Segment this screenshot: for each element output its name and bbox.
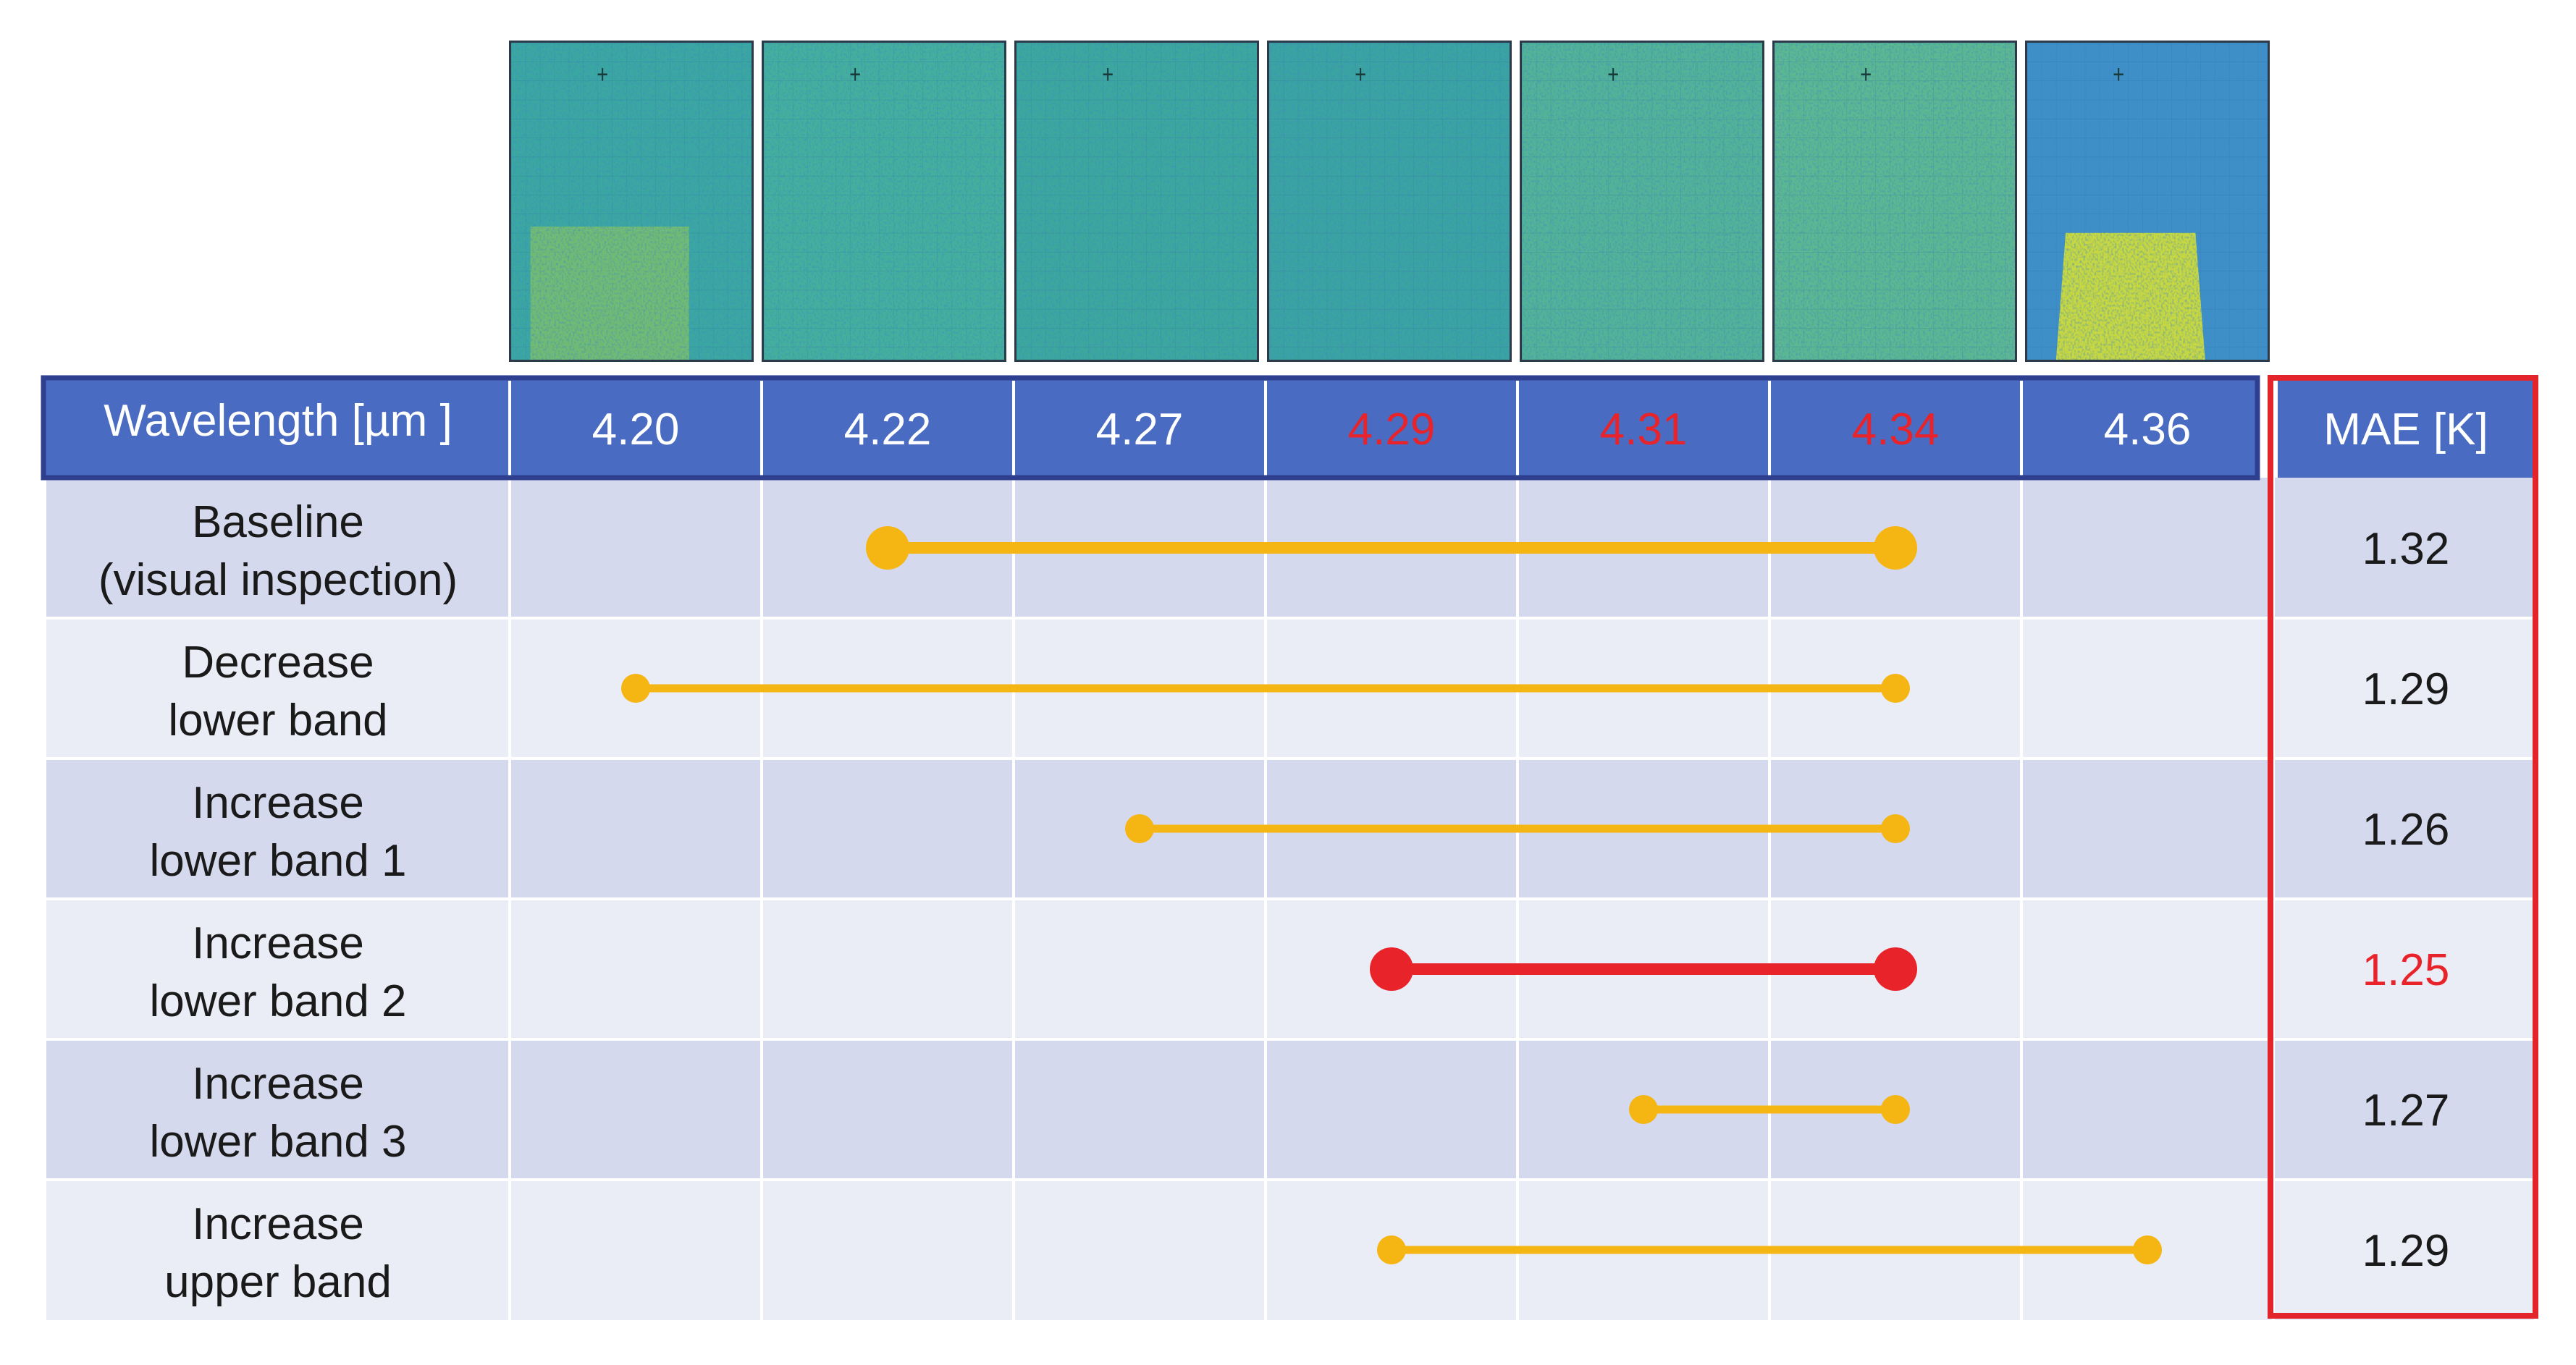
wavelength-label: 4.29 — [1348, 405, 1436, 455]
mae-value: 1.32 — [2362, 524, 2450, 574]
mae-value: 1.29 — [2362, 664, 2450, 714]
spectral-band-image-1 — [509, 41, 754, 362]
row-label-line1: Increase — [192, 918, 364, 968]
wavelength-label: 4.34 — [1852, 405, 1940, 455]
mae-header-background — [2278, 381, 2534, 478]
band-end-marker — [1874, 526, 1917, 570]
spectral-band-image-3 — [1014, 41, 1259, 362]
spectral-band-image-7 — [2025, 41, 2270, 362]
spectral-band-image-4 — [1267, 41, 1512, 362]
wavelength-label: 4.27 — [1096, 405, 1184, 455]
wavelength-label: 4.36 — [2104, 405, 2192, 455]
wavelength-label: 4.22 — [844, 405, 932, 455]
row-label-line1: Increase — [192, 1199, 364, 1249]
mae-value: 1.26 — [2362, 805, 2450, 855]
band-start-marker — [1629, 1095, 1658, 1124]
row-label-line2: lower band 3 — [149, 1117, 406, 1167]
spectral-band-image-6 — [1772, 41, 2017, 362]
mae-value: 1.29 — [2362, 1226, 2450, 1276]
table-row-background — [46, 1039, 2534, 1180]
row-label-line2: lower band — [168, 696, 387, 745]
wavelength-labels: 4.20 4.22 4.27 4.29 4.31 4.34 4.36 — [592, 405, 2192, 455]
row-label-line1: Baseline — [192, 497, 364, 547]
row-label-line2: (visual inspection) — [98, 555, 458, 605]
band-end-marker — [1881, 1095, 1910, 1124]
band-start-marker — [621, 674, 650, 703]
band-lines — [621, 526, 2162, 1264]
row-labels: Baseline (visual inspection) Decrease lower… — [98, 497, 458, 1307]
mae-values: 1.32 1.29 1.26 1.25 1.27 1.29 — [2362, 524, 2450, 1276]
band-start-marker — [1125, 814, 1154, 843]
header-row-outline — [41, 375, 2260, 481]
spectral-band-image-5 — [1520, 41, 1764, 362]
row-label-line1: Increase — [192, 778, 364, 828]
row-label-line1: Decrease — [182, 638, 374, 688]
wavelength-label: 4.31 — [1600, 405, 1688, 455]
band-start-marker — [866, 526, 909, 570]
row-label-line1: Increase — [192, 1059, 364, 1109]
table-row-background — [46, 899, 2534, 1039]
mae-value: 1.27 — [2362, 1086, 2450, 1136]
band-end-marker — [1874, 947, 1917, 991]
wavelength-label: 4.20 — [592, 405, 680, 455]
mae-highlight-box — [2268, 375, 2538, 1319]
band-start-marker — [1370, 947, 1413, 991]
band-end-marker — [1881, 674, 1910, 703]
row-label-line2: lower band 2 — [149, 976, 406, 1026]
row-label-line2: upper band — [164, 1257, 392, 1307]
band-start-marker — [1377, 1235, 1406, 1264]
spectral-band-image-2 — [762, 41, 1006, 362]
band-end-marker — [1881, 814, 1910, 843]
wavelength-header-label: Wavelength [µm ] — [104, 396, 452, 446]
band-end-marker — [2133, 1235, 2162, 1264]
table-grid-lines — [46, 381, 2534, 1320]
row-label-line2: lower band 1 — [149, 836, 406, 886]
mae-value: 1.25 — [2362, 945, 2450, 995]
mae-header-label: MAE [K] — [2323, 405, 2488, 455]
